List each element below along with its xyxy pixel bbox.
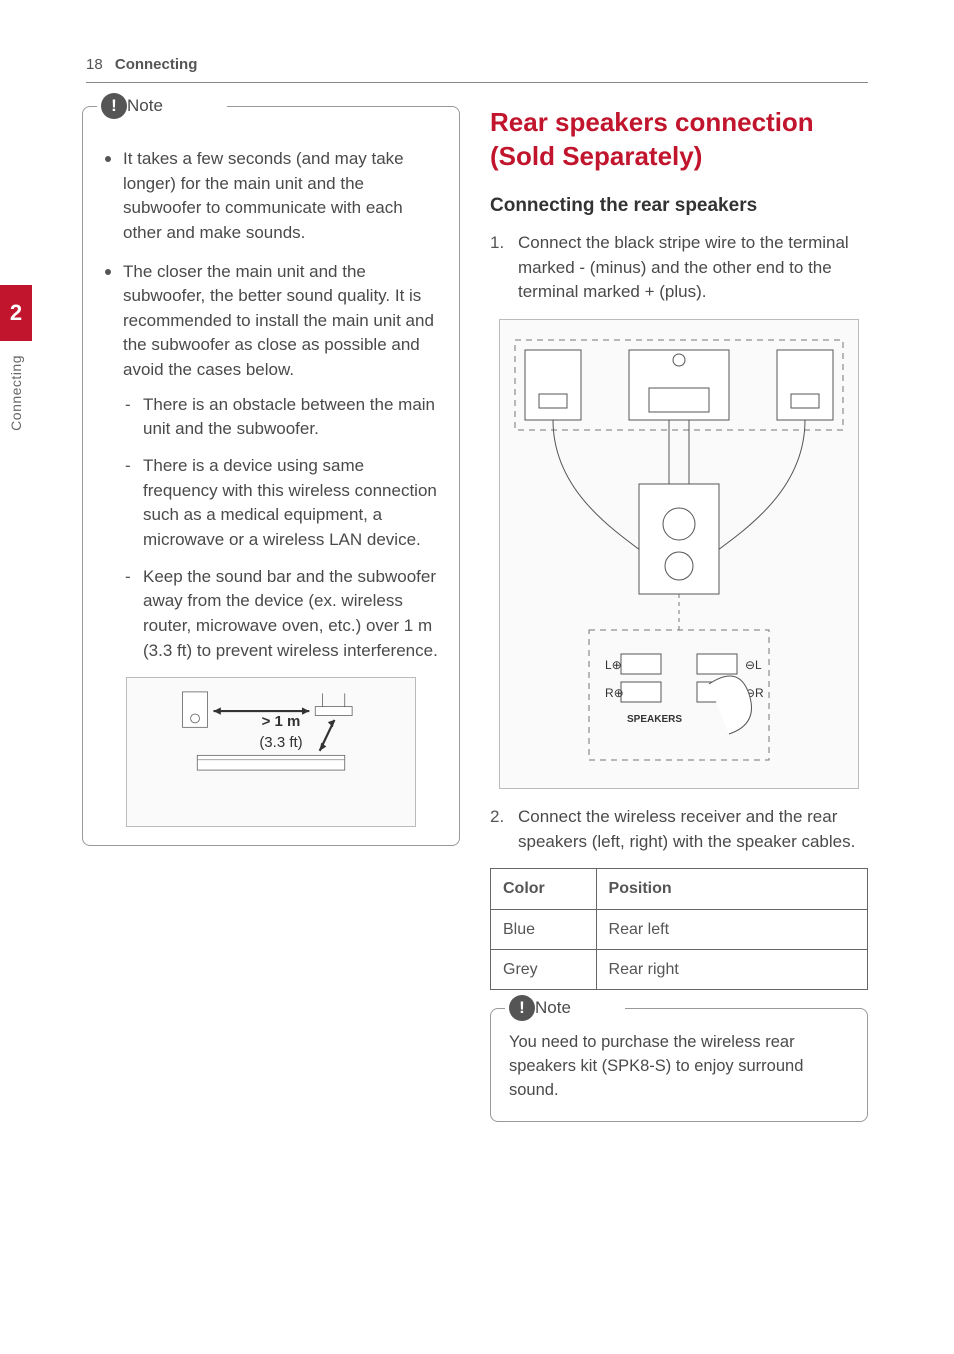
- note-bullet-list: It takes a few seconds (and may take lon…: [101, 147, 441, 663]
- list-item: Connect the wireless receiver and the re…: [490, 805, 868, 854]
- list-item: There is a device using same frequency w…: [123, 454, 441, 553]
- table-row: Blue Rear left: [491, 909, 868, 949]
- page-header: 18 Connecting: [86, 54, 868, 83]
- note-text: You need to purchase the wireless rear s…: [509, 1031, 849, 1103]
- steps-list: Connect the black stripe wire to the ter…: [490, 231, 868, 305]
- table-cell: Rear left: [596, 909, 867, 949]
- position-table: Color Position Blue Rear left Grey Rear …: [490, 868, 868, 990]
- dash-text: There is a device using same frequency w…: [143, 456, 437, 549]
- sub-title: Connecting the rear speakers: [490, 192, 868, 220]
- step-text: Connect the black stripe wire to the ter…: [518, 233, 849, 301]
- page-number: 18: [86, 56, 103, 73]
- note-label: Note: [535, 996, 571, 1021]
- table-header: Color: [491, 869, 597, 909]
- table-cell: Blue: [491, 909, 597, 949]
- info-icon: !: [509, 995, 535, 1021]
- table-row: Grey Rear right: [491, 949, 868, 989]
- diagram-distance-bottom: (3.3 ft): [259, 734, 302, 751]
- dash-text: There is an obstacle between the main un…: [143, 395, 435, 439]
- svg-text:⊖L: ⊖L: [745, 658, 762, 672]
- svg-text:R⊕: R⊕: [605, 686, 624, 700]
- section-title: Rear speakers connection (Sold Separatel…: [490, 106, 868, 174]
- diagram-svg: L⊕ R⊕ ⊖L ⊖R SPEAKERS: [509, 334, 849, 774]
- svg-text:SPEAKERS: SPEAKERS: [627, 714, 682, 725]
- distance-diagram: > 1 m (3.3 ft): [101, 677, 441, 827]
- list-item: Connect the black stripe wire to the ter…: [490, 231, 868, 305]
- list-item: It takes a few seconds (and may take lon…: [101, 147, 441, 246]
- connection-diagram: L⊕ R⊕ ⊖L ⊖R SPEAKERS: [490, 319, 868, 789]
- table-cell: Rear right: [596, 949, 867, 989]
- list-item: The closer the main unit and the subwoof…: [101, 260, 441, 664]
- right-column: Rear speakers connection (Sold Separatel…: [490, 92, 868, 1122]
- step-text: Connect the wireless receiver and the re…: [518, 807, 855, 851]
- side-tab: 2 Connecting: [0, 285, 32, 475]
- dash-text: Keep the sound bar and the subwoofer awa…: [143, 567, 438, 660]
- diagram-distance-top: > 1 m: [262, 713, 301, 730]
- bullet-text: It takes a few seconds (and may take lon…: [123, 149, 404, 242]
- note-box-left: ! Note It takes a few seconds (and may t…: [82, 106, 460, 846]
- note-box-right: ! Note You need to purchase the wireless…: [490, 1008, 868, 1122]
- header-section: Connecting: [115, 56, 198, 73]
- dash-list: There is an obstacle between the main un…: [123, 393, 441, 663]
- steps-list-2: Connect the wireless receiver and the re…: [490, 805, 868, 854]
- table-cell: Grey: [491, 949, 597, 989]
- list-item: There is an obstacle between the main un…: [123, 393, 441, 442]
- list-item: Keep the sound bar and the subwoofer awa…: [123, 565, 441, 664]
- svg-text:L⊕: L⊕: [605, 658, 622, 672]
- info-icon: !: [101, 93, 127, 119]
- chapter-badge: 2: [0, 285, 32, 341]
- table-header: Position: [596, 869, 867, 909]
- bullet-text: The closer the main unit and the subwoof…: [123, 262, 434, 380]
- left-column: ! Note It takes a few seconds (and may t…: [82, 92, 460, 1122]
- chapter-label: Connecting: [6, 355, 26, 431]
- note-label: Note: [127, 94, 163, 119]
- table-row: Color Position: [491, 869, 868, 909]
